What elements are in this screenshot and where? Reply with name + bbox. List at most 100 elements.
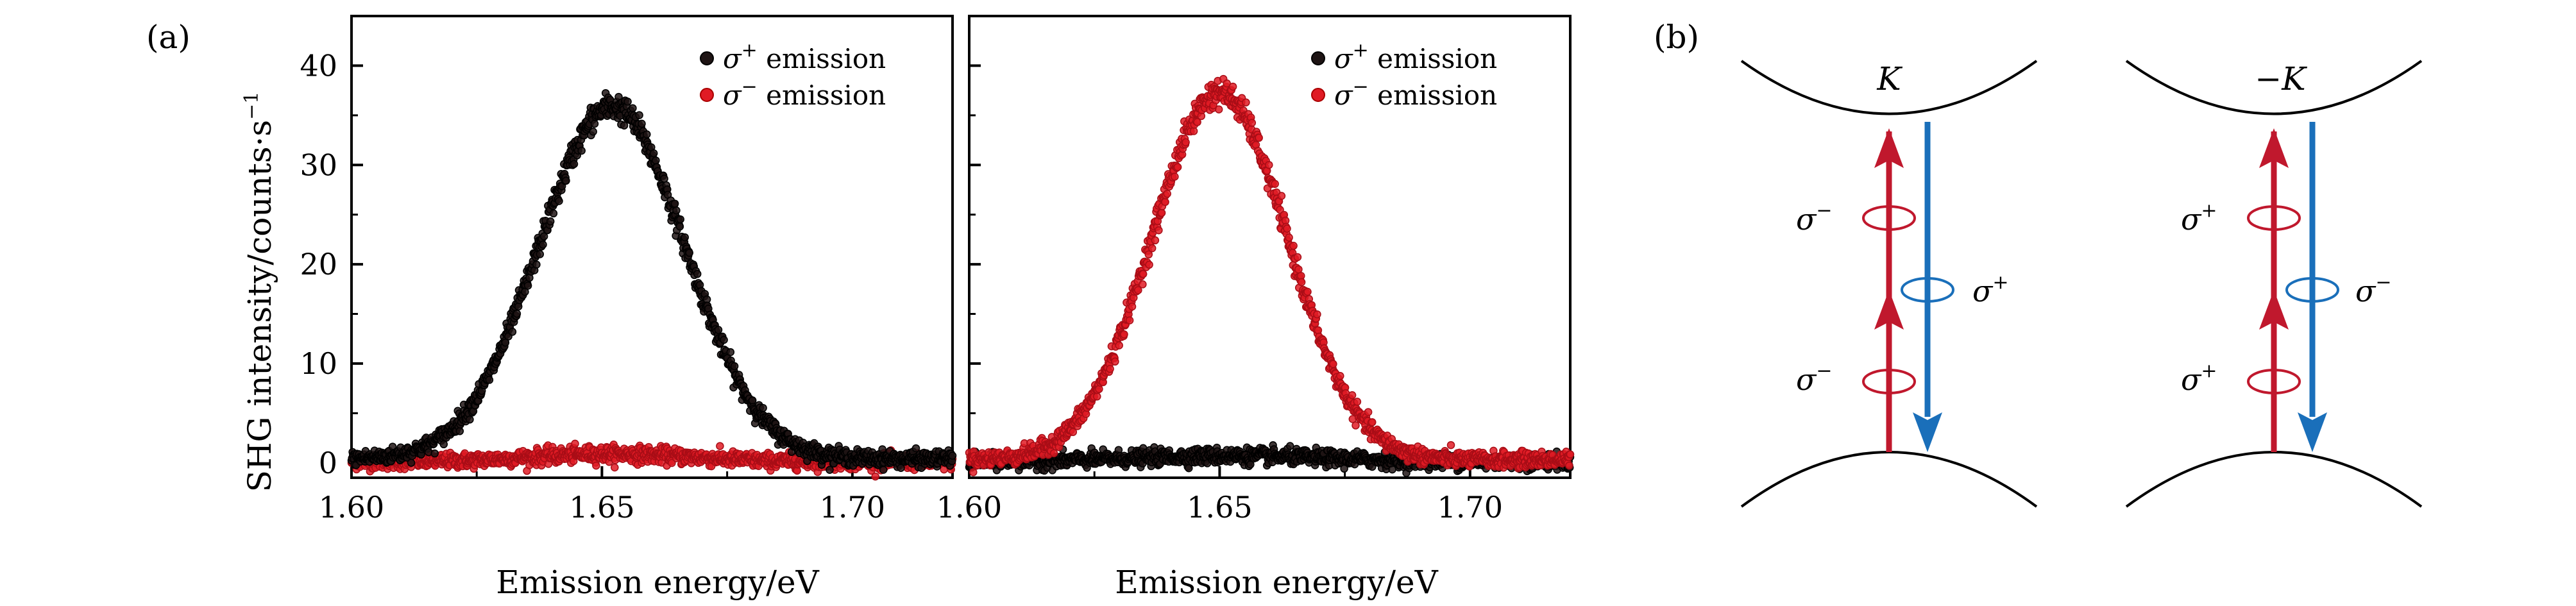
data-point-left-sigma-plus xyxy=(826,466,834,474)
sigma-label-k-upper: σ− xyxy=(1796,199,1833,237)
data-point-middle-sigma-minus xyxy=(969,468,978,476)
data-point-left-sigma-plus xyxy=(407,459,416,467)
emission-arrowhead-k xyxy=(1913,412,1942,452)
data-point-left-sigma-plus xyxy=(523,282,532,290)
legend-text-left-1: emission xyxy=(758,43,886,74)
sigma-mk-upper-sup: + xyxy=(2201,199,2217,222)
panel-label-b: (b) xyxy=(1654,19,1699,56)
panel-label-a: (a) xyxy=(146,19,191,56)
data-point-middle-sigma-minus xyxy=(1139,280,1147,289)
data-point-middle-sigma-minus xyxy=(1120,330,1128,339)
sigma-label-k-emission: σ+ xyxy=(1972,271,2009,308)
data-points-middle xyxy=(965,74,1575,477)
data-point-left-sigma-plus xyxy=(532,260,541,269)
data-point-middle-sigma-minus xyxy=(1106,365,1114,373)
data-point-middle-sigma-minus xyxy=(1157,208,1166,217)
data-point-middle-sigma-minus xyxy=(1293,253,1302,262)
band-diagram: (b) K σ− σ− σ+ xyxy=(1654,19,2423,508)
data-point-left-sigma-plus xyxy=(675,223,684,231)
x-tick-label-middle-2: 1.70 xyxy=(1437,490,1503,525)
x-tick-label-left-0: 1.60 xyxy=(319,490,384,525)
legend-middle: σ+ emission σ− emission xyxy=(1311,39,1497,111)
emission-arrowhead-minus-k xyxy=(2298,412,2327,452)
data-point-left-sigma-plus xyxy=(555,197,563,205)
data-point-left-sigma-plus xyxy=(466,415,474,424)
data-point-middle-sigma-minus xyxy=(1352,421,1360,430)
ticks-middle: 1.60 1.65 1.70 xyxy=(936,64,1503,525)
legend-marker-sigma-plus-middle xyxy=(1311,51,1325,65)
y-tick-label-left-0: 0 xyxy=(319,446,337,480)
legend-sigma-left-2: σ xyxy=(723,80,742,111)
sigma-k-lower-sym: σ xyxy=(1796,362,1817,397)
data-point-left-sigma-plus xyxy=(620,121,629,130)
x-tick-label-middle-1: 1.65 xyxy=(1187,490,1252,525)
data-point-left-sigma-plus xyxy=(879,466,888,474)
x-tick-label-left-1: 1.65 xyxy=(569,490,634,525)
valley-label-k: K xyxy=(1876,60,1902,97)
legend-marker-sigma-plus-left xyxy=(700,51,714,65)
data-point-middle-sigma-minus xyxy=(1289,242,1298,250)
data-point-middle-sigma-minus xyxy=(1314,326,1323,335)
data-point-middle-sigma-minus xyxy=(1277,192,1286,200)
y-axis-title-sup: −1 xyxy=(241,92,263,120)
data-point-left-sigma-plus xyxy=(693,269,702,278)
legend-sigma-left-1: σ xyxy=(723,43,742,74)
data-point-middle-sigma-minus xyxy=(1148,244,1157,253)
legend-text-left-2: emission xyxy=(758,80,886,111)
data-point-left-sigma-plus xyxy=(652,156,660,165)
data-point-left-sigma-plus xyxy=(539,232,548,240)
data-point-left-sigma-plus xyxy=(911,444,920,453)
data-point-left-sigma-plus xyxy=(623,97,632,106)
data-point-left-sigma-plus xyxy=(670,199,679,208)
data-point-left-sigma-plus xyxy=(948,451,957,460)
plot-frame-left xyxy=(350,15,954,479)
data-point-left-sigma-plus xyxy=(536,250,545,258)
y-tick-label-left-1: 10 xyxy=(300,346,337,381)
x-axis-title-middle: Emission energy/eV xyxy=(1115,564,1438,601)
legend-label-sigma-plus-middle: σ+ emission xyxy=(1334,39,1497,74)
sigma-mk-lower-sym: σ xyxy=(2181,362,2202,397)
data-point-left-sigma-minus xyxy=(871,472,879,481)
data-point-middle-sigma-minus xyxy=(1297,278,1306,287)
data-point-middle-sigma-minus xyxy=(1265,160,1273,169)
data-point-left-sigma-plus xyxy=(539,240,547,249)
data-point-middle-sigma-plus xyxy=(1185,464,1193,473)
sigma-k-lower-sup: − xyxy=(1816,360,1832,382)
data-point-left-sigma-plus xyxy=(638,119,646,128)
data-point-left-sigma-plus xyxy=(508,328,517,336)
data-point-middle-sigma-minus xyxy=(1228,82,1237,91)
data-point-middle-sigma-minus xyxy=(1182,138,1190,147)
sigma-mk-lower-sup: + xyxy=(2201,360,2217,382)
valley-minus-k: −K σ+ σ+ σ− xyxy=(2125,60,2423,508)
data-point-middle-sigma-plus xyxy=(1388,465,1396,474)
data-points-left xyxy=(347,88,957,481)
legend-sup-mid-1: + xyxy=(1353,39,1369,62)
y-axis-title-main: SHG intensity/counts·s xyxy=(241,120,278,492)
data-point-middle-sigma-minus xyxy=(1049,449,1058,458)
data-point-left-sigma-plus xyxy=(660,174,668,183)
data-point-middle-sigma-minus xyxy=(1163,189,1171,198)
sigma-mk-em-sym: σ xyxy=(2355,274,2377,308)
data-point-left-sigma-plus xyxy=(681,233,689,242)
data-point-middle-sigma-minus xyxy=(1446,441,1455,450)
legend-label-sigma-plus-left: σ+ emission xyxy=(723,39,886,74)
data-point-middle-sigma-minus xyxy=(1093,392,1101,401)
data-point-middle-sigma-minus xyxy=(1294,265,1303,274)
x-tick-label-left-2: 1.70 xyxy=(820,490,885,525)
legend-marker-sigma-minus-middle xyxy=(1311,88,1325,102)
data-point-middle-sigma-minus xyxy=(1139,270,1148,278)
data-point-middle-sigma-minus xyxy=(1348,391,1357,400)
data-point-middle-sigma-minus xyxy=(1566,450,1575,459)
data-point-middle-sigma-minus xyxy=(1303,287,1312,296)
y-tick-label-left-4: 40 xyxy=(300,48,337,83)
valley-k-letter: K xyxy=(1876,60,1902,97)
data-point-left-sigma-plus xyxy=(635,111,643,119)
data-point-left-sigma-plus xyxy=(589,128,597,136)
sigma-k-upper-sup: − xyxy=(1816,199,1832,222)
data-point-left-sigma-plus xyxy=(570,160,579,169)
data-point-middle-sigma-minus xyxy=(1364,408,1373,416)
data-point-left-sigma-plus xyxy=(759,403,767,412)
data-point-middle-sigma-minus xyxy=(1125,316,1134,324)
